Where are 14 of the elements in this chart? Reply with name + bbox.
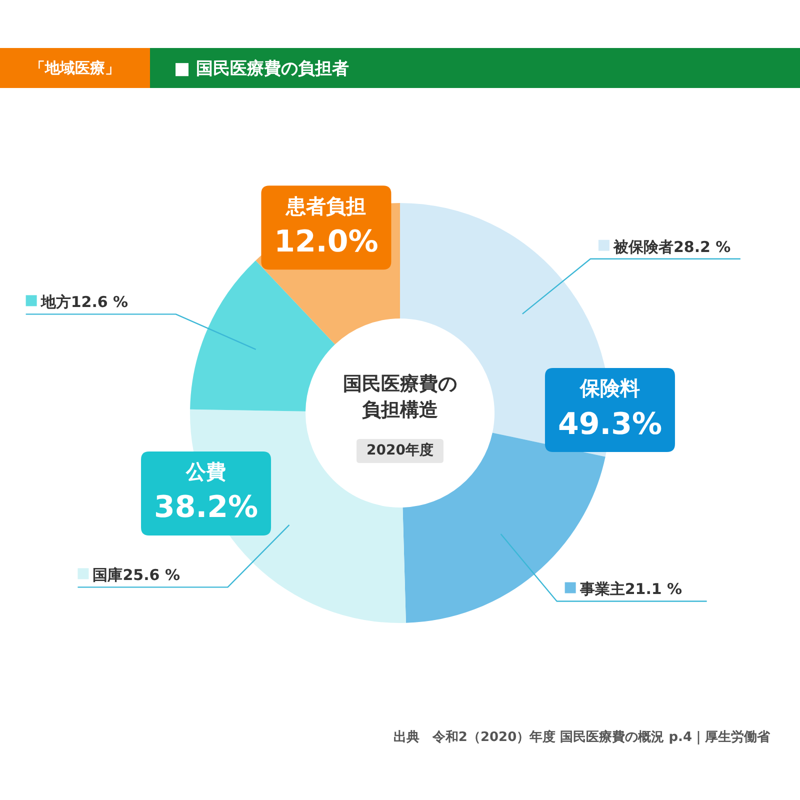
legend-label: 事業主21.1 % [578,580,682,598]
chart-subtitle: 「地域医療」 [0,48,150,88]
text: 国民医療費の [343,372,457,395]
data-label: 12.0% [274,224,378,260]
text: 公費 38.2% [154,460,258,526]
text: 保険料 49.3% [558,376,662,442]
slice-label: 患者負担 [285,194,366,218]
chart-title: ■ 国民医療費の負担者 [173,58,349,80]
legend-label: 被保険者28.2 % [612,238,731,256]
source-note: 出典 令和2（2020）年度 国民医療費の概況 p.4｜厚生労働省 [392,728,771,746]
legend-label: 地方12.6 % [40,293,128,312]
text: 2020年度 [366,442,434,459]
legend-label: 国庫25.6 % [92,566,180,584]
text: 負担構造 [362,398,439,421]
